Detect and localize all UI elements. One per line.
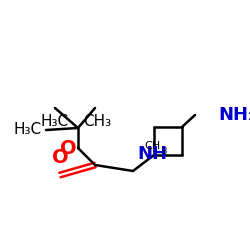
Text: O: O — [60, 140, 76, 158]
Text: O: O — [52, 148, 68, 167]
Text: CH: CH — [144, 141, 160, 151]
Text: H₃C: H₃C — [41, 114, 69, 129]
Text: H₃C: H₃C — [14, 122, 42, 138]
Text: NH₂: NH₂ — [218, 106, 250, 124]
Text: NH: NH — [137, 145, 167, 163]
Text: 3: 3 — [161, 147, 166, 156]
Text: CH₃: CH₃ — [83, 114, 111, 129]
